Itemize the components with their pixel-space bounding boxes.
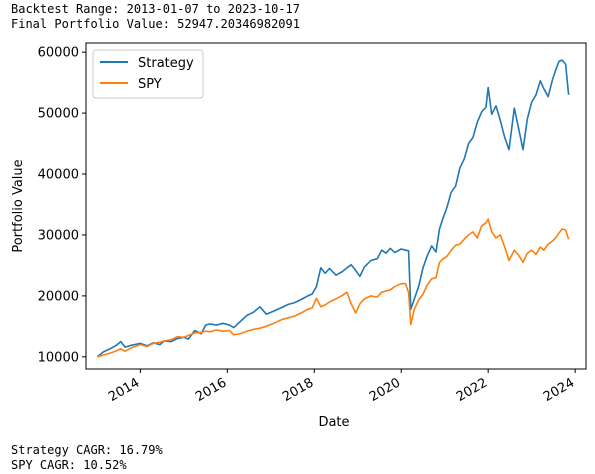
final-value-text: Final Portfolio Value: 52947.20346982091 <box>11 17 300 31</box>
y-tick-label: 50000 <box>38 107 79 122</box>
spy-cagr-text: SPY CAGR: 10.52% <box>11 458 127 472</box>
series-line-spy <box>97 218 570 358</box>
y-tick-label: 40000 <box>38 168 79 183</box>
y-axis-label: Portfolio Value <box>11 159 26 252</box>
x-tick-label: 2020 <box>367 375 403 405</box>
y-tick-label: 20000 <box>38 289 79 304</box>
plot-frame <box>85 42 587 370</box>
x-tick-label: 2016 <box>193 375 229 405</box>
legend-spy-label: SPY <box>138 77 162 92</box>
x-tick-label: 2022 <box>454 375 490 405</box>
plot-lines <box>96 59 570 358</box>
x-tick-label: 2024 <box>541 375 577 405</box>
y-tick-label: 10000 <box>38 350 79 365</box>
x-tick-label: 2014 <box>106 375 142 405</box>
y-axis: 10000 20000 30000 40000 50000 60000 <box>38 46 86 365</box>
x-axis: 2014 2016 2018 2020 2022 2024 <box>106 369 577 405</box>
strategy-cagr-text: Strategy CAGR: 16.79% <box>11 443 163 457</box>
y-tick-label: 60000 <box>38 46 79 61</box>
y-tick-label: 30000 <box>38 228 79 243</box>
x-axis-label: Date <box>318 415 349 430</box>
backtest-range-text: Backtest Range: 2013-01-07 to 2023-10-17 <box>11 2 300 16</box>
x-tick-label: 2018 <box>280 375 316 405</box>
legend-strategy-label: Strategy <box>138 56 194 71</box>
legend: Strategy SPY <box>92 49 204 99</box>
series-line-strategy <box>96 59 570 358</box>
portfolio-chart: 2014 2016 2018 2020 2022 2024 10000 20000 30000… <box>11 42 587 430</box>
